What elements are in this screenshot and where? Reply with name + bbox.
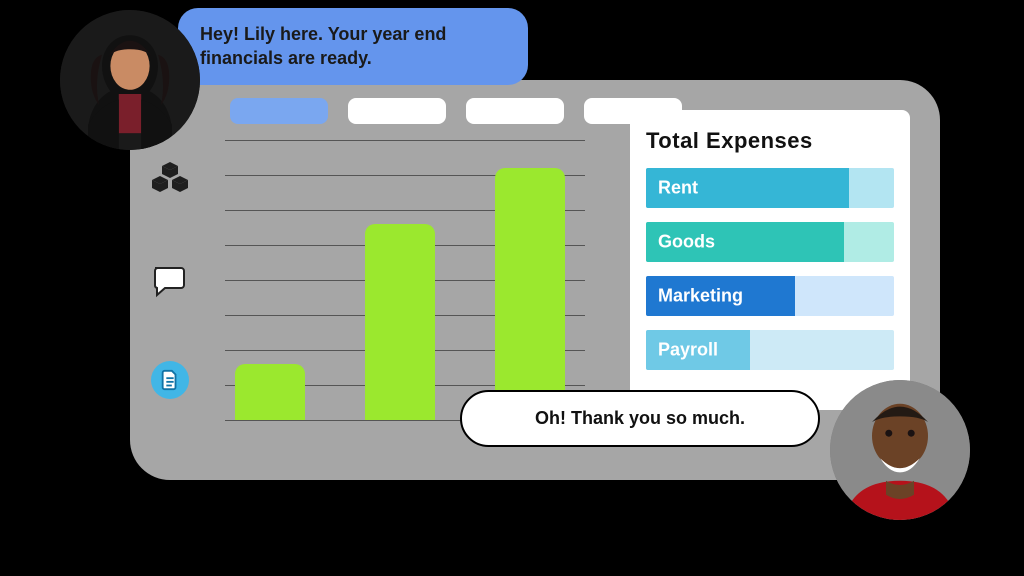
- chart-bar: [365, 224, 435, 420]
- expense-row: Payroll: [646, 330, 894, 370]
- chat-icon[interactable]: [150, 260, 190, 300]
- tab-bar: [230, 98, 682, 124]
- expenses-rows: Rent Goods Marketing Payroll: [646, 168, 894, 370]
- chat-bubble-reply: Oh! Thank you so much.: [460, 390, 820, 447]
- expense-label: Payroll: [658, 340, 718, 361]
- cubes-icon[interactable]: [150, 160, 190, 200]
- sidebar: [150, 160, 200, 400]
- expense-label: Goods: [658, 232, 715, 253]
- expense-label: Marketing: [658, 286, 743, 307]
- chat-bubble-lily: Hey! Lily here. Your year end financials…: [178, 8, 528, 85]
- tab-0[interactable]: [230, 98, 328, 124]
- avatar-user: [830, 380, 970, 520]
- tab-2[interactable]: [466, 98, 564, 124]
- expense-row: Rent: [646, 168, 894, 208]
- chart-bar: [235, 364, 305, 420]
- expense-row: Goods: [646, 222, 894, 262]
- bar-chart: [225, 140, 585, 420]
- expense-row: Marketing: [646, 276, 894, 316]
- tab-1[interactable]: [348, 98, 446, 124]
- avatar-lily: [60, 10, 200, 150]
- expense-label: Rent: [658, 178, 698, 199]
- document-icon[interactable]: [150, 360, 190, 400]
- expenses-title: Total Expenses: [646, 128, 894, 154]
- expenses-card: Total Expenses Rent Goods Marketing Payroll: [630, 110, 910, 410]
- chart-bars: [225, 140, 585, 420]
- chart-bar: [495, 168, 565, 420]
